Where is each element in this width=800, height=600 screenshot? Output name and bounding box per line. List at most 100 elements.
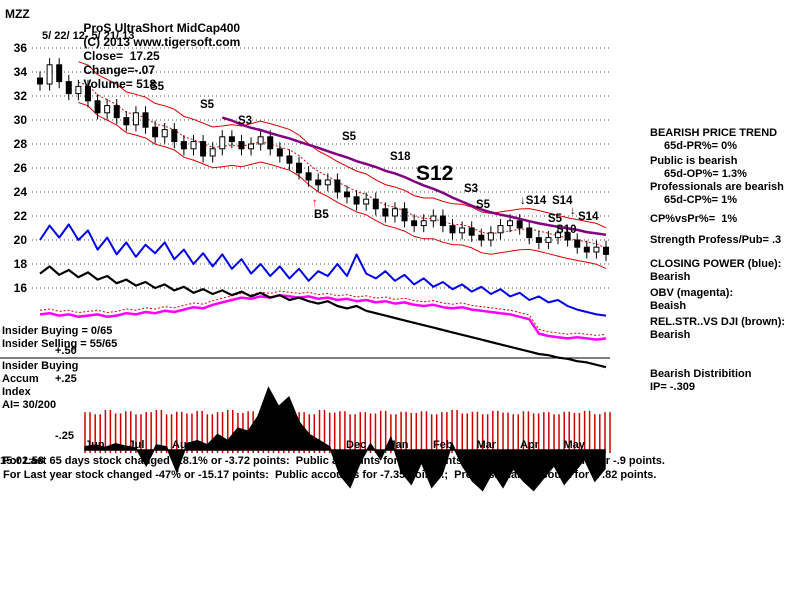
accum-scale-minus25: -.25 <box>55 430 74 442</box>
candle-body <box>353 196 360 205</box>
candle-body <box>526 227 533 239</box>
lower-band-line <box>78 102 607 270</box>
y-axis-label: 30 <box>14 113 28 127</box>
analysis-line: IP= -.309 <box>650 381 695 393</box>
candle-body <box>420 220 427 227</box>
candle-body <box>161 129 168 138</box>
y-axis-label: 26 <box>14 161 28 175</box>
analysis-line: Bearish Distribition <box>650 368 752 380</box>
timestamp: 15:02:58 <box>0 455 45 467</box>
candle-body <box>267 136 274 150</box>
candle-body <box>468 227 475 236</box>
candle-body <box>94 100 101 114</box>
trend-ma-line <box>221 116 607 237</box>
candle-body <box>209 148 216 157</box>
analysis-line: Public is bearish <box>650 155 738 167</box>
candle-body <box>248 143 255 150</box>
y-axis-label: 18 <box>14 257 28 271</box>
footer-stats-line2: For Last year stock changed -47% or -15.… <box>3 469 657 481</box>
accum-scale-plus50: +.50 <box>55 345 77 357</box>
signal-annotation: S14 <box>578 211 599 223</box>
signal-annotation: S3 <box>464 183 478 195</box>
accum-index-area <box>84 386 606 492</box>
candle-body <box>583 246 590 253</box>
x-axis-month-label: May <box>564 439 586 451</box>
analysis-line: Strength Profess/Pub= .3 <box>650 234 782 246</box>
candle-body <box>152 126 159 138</box>
candle-body <box>401 208 408 222</box>
candle-body <box>200 141 207 157</box>
signal-annotation: ↓ <box>570 205 576 217</box>
analysis-line: 65d-PR%= 0% <box>664 140 738 152</box>
candle-body <box>171 129 178 143</box>
x-axis-month-label: Mar <box>477 439 497 451</box>
analysis-line: CLOSING POWER (blue): <box>650 258 782 270</box>
signal-annotation: ↑ <box>312 197 318 209</box>
candle-body <box>276 148 283 157</box>
signal-annotation: B5 <box>314 209 329 221</box>
y-axis-label: 28 <box>14 137 28 151</box>
candle-body <box>574 239 581 248</box>
analysis-line: Beaish <box>650 300 687 312</box>
analysis-line: Bearish <box>650 329 691 341</box>
candle-body <box>439 215 446 227</box>
candle-body <box>257 136 264 145</box>
analysis-line: OBV (magenta): <box>650 287 734 299</box>
y-axis-label: 36 <box>14 41 28 55</box>
accum-scale-plus25: +.25 <box>55 373 77 385</box>
insider-selling-count: Insider Selling = 55/65 <box>2 338 118 350</box>
candle-body <box>334 179 341 193</box>
mid-band-dotted-line <box>78 81 607 249</box>
closing-power-line <box>39 223 607 317</box>
signal-annotation: S3 <box>238 115 252 127</box>
candle-body <box>104 105 111 114</box>
y-axis-label: 34 <box>14 65 28 79</box>
candle-body <box>516 220 523 229</box>
chart-header: ProS UltraShort MidCap400 (C) 2013 www.t… <box>70 7 262 105</box>
candle-body <box>535 237 542 243</box>
candle-body <box>545 237 552 243</box>
footer-stats-line1: For Last 65 days stock changed -18.1% or… <box>3 455 665 467</box>
signal-annotation: S5 <box>476 199 491 211</box>
signal-annotation: S14 <box>552 195 573 207</box>
candle-body <box>497 225 504 234</box>
candle-body <box>564 232 571 241</box>
ticker-symbol: MZZ <box>5 7 30 21</box>
candle-body <box>478 234 485 241</box>
analysis-line: CP%vsPr%= 1% <box>650 213 738 225</box>
candle-body <box>372 198 379 210</box>
volume-value: Volume= 518 <box>83 77 157 91</box>
candle-body <box>296 162 303 174</box>
candle-body <box>238 141 245 150</box>
candle-body <box>593 246 600 253</box>
chart-title: ProS UltraShort MidCap400 <box>83 21 241 35</box>
candle-body <box>56 64 63 83</box>
date-range-label: 5/ 22/ 12- 5/ 21/ 13 <box>42 30 135 42</box>
candle-body <box>180 141 187 150</box>
signal-annotation: S12 <box>416 162 453 185</box>
x-axis-month-label: Apr <box>520 439 540 451</box>
candle-body <box>142 112 149 128</box>
analysis-panel: BEARISH PRICE TREND 65d-PR%= 0% Public is … <box>650 127 800 394</box>
candle-body <box>315 179 322 186</box>
candle-body <box>430 215 437 222</box>
candle-body <box>286 155 293 164</box>
signal-annotation: S10 <box>556 224 576 236</box>
candle-body <box>37 77 43 85</box>
candle-body <box>46 64 53 85</box>
analysis-line: 65d-OP%= 1.3% <box>664 168 747 180</box>
candle-body <box>507 220 514 227</box>
accum-index-label-3: Index <box>2 386 31 398</box>
close-value: Close= 17.25 <box>83 49 160 63</box>
analysis-line: REL.STR..VS DJI (brown): <box>650 316 786 328</box>
accum-index-label-2: Accum <box>2 373 39 385</box>
obv-avg-dotted-line <box>39 290 607 336</box>
x-axis-month-label: Dec <box>346 439 366 451</box>
signal-annotation: S18 <box>390 151 411 163</box>
upper-band-line <box>78 61 607 229</box>
y-axis-label: 24 <box>14 185 28 199</box>
y-axis-label: 20 <box>14 233 28 247</box>
candle-body <box>343 191 350 198</box>
candle-body <box>363 198 370 205</box>
